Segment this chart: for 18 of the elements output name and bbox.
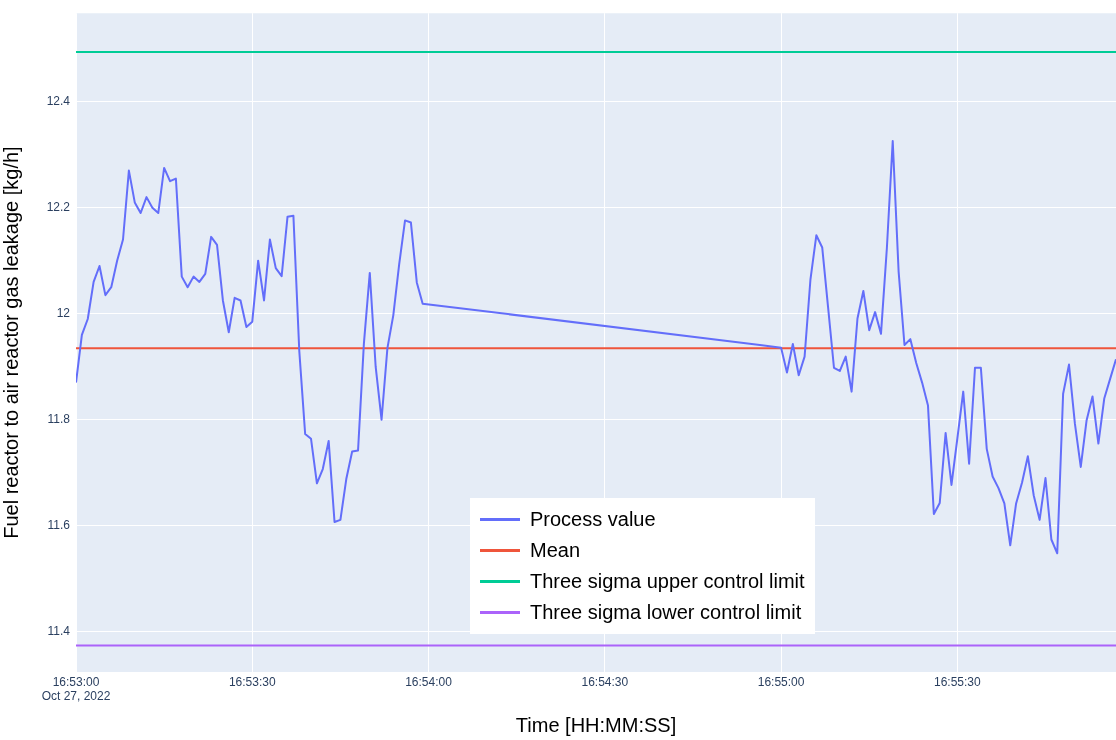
x-tick-label: 16:53:30: [228, 674, 276, 689]
y-tick-label: 12.2: [46, 200, 71, 215]
x-tick-label: 16:54:30: [581, 674, 629, 689]
y-tick-label: 11.4: [47, 624, 71, 639]
x-tick-label: 16:55:30: [934, 674, 982, 689]
x-tick-label: 16:53:00 Oct 27, 2022: [41, 674, 111, 703]
y-tick-label: 11.8: [47, 412, 71, 427]
y-axis-title: Fuel reactor to air reactor gas leakage [kg/h]: [0, 146, 22, 539]
y-tick-label: 11.6: [47, 518, 71, 533]
y-tick-label: 12: [56, 306, 71, 321]
x-tick-label: 16:55:00: [757, 674, 805, 689]
y-tick-label: 12.4: [46, 94, 71, 109]
legend-label: Mean: [530, 539, 581, 562]
legend-label: Three sigma lower control limit: [530, 601, 802, 624]
legend-label: Process value: [530, 508, 656, 531]
x-tick-label: 16:54:00: [405, 674, 453, 689]
x-axis-title: Time [HH:MM:SS]: [515, 713, 677, 736]
legend-label: Three sigma upper control limit: [530, 570, 805, 593]
